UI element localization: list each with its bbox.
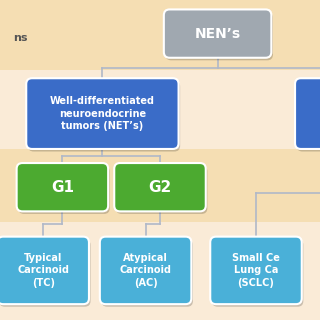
Text: G1: G1 <box>51 180 74 195</box>
Text: Atypical
Carcinoid
(AC): Atypical Carcinoid (AC) <box>120 253 172 288</box>
Text: Typical
Carcinoid
(TC): Typical Carcinoid (TC) <box>17 253 69 288</box>
Text: ns: ns <box>13 33 27 44</box>
FancyBboxPatch shape <box>297 81 320 152</box>
Bar <box>0 222 320 320</box>
Text: Small Ce
Lung Ca
(SCLC): Small Ce Lung Ca (SCLC) <box>232 253 280 288</box>
FancyBboxPatch shape <box>114 163 206 212</box>
FancyBboxPatch shape <box>101 239 193 307</box>
FancyBboxPatch shape <box>116 166 207 214</box>
FancyBboxPatch shape <box>0 237 89 304</box>
FancyBboxPatch shape <box>164 9 271 58</box>
FancyBboxPatch shape <box>100 237 191 304</box>
FancyBboxPatch shape <box>165 12 273 60</box>
Bar <box>0 149 320 222</box>
FancyBboxPatch shape <box>17 163 108 212</box>
Text: G2: G2 <box>148 180 172 195</box>
Bar <box>0 70 320 149</box>
FancyBboxPatch shape <box>26 78 179 149</box>
FancyBboxPatch shape <box>0 239 91 307</box>
Text: NEN’s: NEN’s <box>195 27 241 41</box>
FancyBboxPatch shape <box>28 81 180 152</box>
Bar <box>0 0 320 70</box>
FancyBboxPatch shape <box>295 78 320 149</box>
FancyBboxPatch shape <box>210 237 302 304</box>
Text: Well-differentiated
neuroendocrine
tumors (NET’s): Well-differentiated neuroendocrine tumor… <box>50 96 155 131</box>
FancyBboxPatch shape <box>212 239 303 307</box>
FancyBboxPatch shape <box>18 166 110 214</box>
